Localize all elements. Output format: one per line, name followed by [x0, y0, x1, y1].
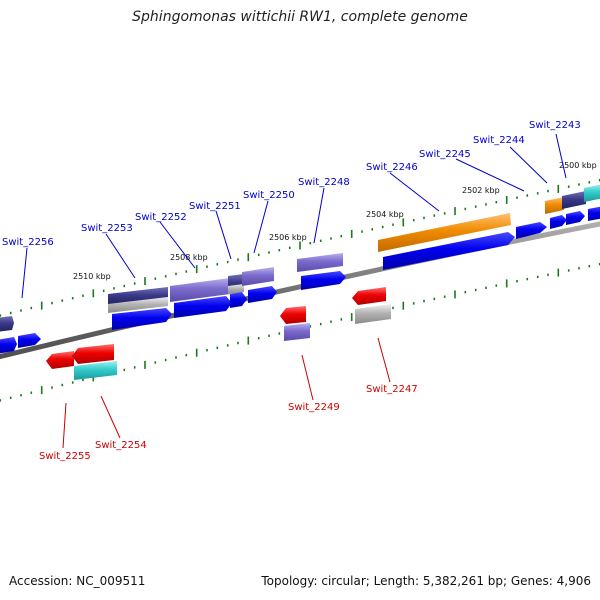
forward-gene-labels: Swit_2243 Swit_2244 Swit_2245 Swit_2246 … — [2, 120, 581, 248]
gene-feature[interactable] — [588, 206, 600, 221]
gene-label-swit-2245[interactable]: Swit_2245 — [419, 149, 471, 160]
gene-feature[interactable] — [297, 253, 343, 272]
gene-feature[interactable] — [383, 232, 515, 270]
gene-feature[interactable] — [566, 211, 585, 225]
gene-feature[interactable] — [0, 316, 14, 332]
gene-feature[interactable] — [18, 333, 41, 348]
gene-feature[interactable] — [584, 184, 600, 202]
kbp-label: 2500 kbp — [559, 161, 597, 170]
gene-label-swit-2253[interactable]: Swit_2253 — [81, 223, 133, 234]
gene-feature[interactable] — [545, 197, 564, 214]
gene-label-swit-2246[interactable]: Swit_2246 — [366, 162, 418, 173]
gene-feature[interactable] — [112, 308, 172, 330]
gene-feature[interactable] — [248, 286, 277, 303]
gene-feature[interactable] — [355, 304, 391, 324]
genome-title: Sphingomonas wittichii RW1, complete gen… — [132, 9, 468, 25]
gene-feature[interactable] — [174, 296, 232, 318]
gene-feature[interactable] — [0, 337, 17, 354]
gene-feature[interactable] — [516, 222, 547, 239]
gene-feature[interactable] — [170, 278, 230, 302]
gene-feature[interactable] — [108, 297, 168, 313]
gene-label-swit-2248[interactable]: Swit_2248 — [298, 177, 350, 188]
kbp-label: 2506 kbp — [269, 233, 307, 242]
gene-feature[interactable] — [72, 344, 114, 364]
kbp-label: 2508 kbp — [170, 253, 208, 262]
gene-feature[interactable] — [280, 306, 306, 324]
gene-label-swit-2244[interactable]: Swit_2244 — [473, 135, 525, 146]
gene-label-swit-2255[interactable]: Swit_2255 — [39, 451, 91, 462]
gene-feature[interactable] — [378, 213, 511, 252]
reverse-leader-lines — [62, 337, 391, 449]
gene-label-swit-2243[interactable]: Swit_2243 — [529, 120, 581, 131]
gene-label-swit-2254[interactable]: Swit_2254 — [95, 440, 147, 451]
gene-label-swit-2249[interactable]: Swit_2249 — [288, 402, 340, 413]
gene-features — [0, 184, 600, 380]
gene-feature[interactable] — [242, 267, 274, 286]
gene-label-swit-2251[interactable]: Swit_2251 — [189, 201, 241, 212]
gene-feature[interactable] — [108, 287, 168, 305]
gene-feature[interactable] — [74, 361, 117, 380]
outer-tick-row — [0, 179, 600, 317]
gene-feature[interactable] — [550, 215, 567, 229]
kbp-labels: 2500 kbp 2502 kbp 2504 kbp 2506 kbp 2508… — [73, 161, 597, 281]
accession-label: Accession: NC_009511 — [9, 574, 146, 588]
kbp-label: 2502 kbp — [462, 186, 500, 195]
genome-summary-label: Topology: circular; Length: 5,382,261 bp… — [261, 574, 591, 588]
gene-label-swit-2256[interactable]: Swit_2256 — [2, 237, 54, 248]
gene-feature[interactable] — [301, 271, 346, 290]
gene-feature[interactable] — [352, 287, 386, 305]
gene-feature[interactable] — [230, 292, 247, 308]
gene-feature[interactable] — [228, 284, 244, 294]
genome-backbone — [0, 221, 600, 360]
kbp-label: 2510 kbp — [73, 272, 111, 281]
gene-label-swit-2250[interactable]: Swit_2250 — [243, 190, 295, 201]
gene-feature[interactable] — [46, 351, 74, 369]
gene-label-swit-2247[interactable]: Swit_2247 — [366, 384, 418, 395]
gene-label-swit-2252[interactable]: Swit_2252 — [135, 212, 187, 223]
kbp-label: 2504 kbp — [366, 210, 404, 219]
gene-feature[interactable] — [562, 191, 586, 209]
forward-leader-lines — [21, 133, 567, 299]
reverse-gene-labels: Swit_2247 Swit_2249 Swit_2254 Swit_2255 — [39, 384, 418, 462]
gene-feature[interactable] — [284, 323, 310, 341]
